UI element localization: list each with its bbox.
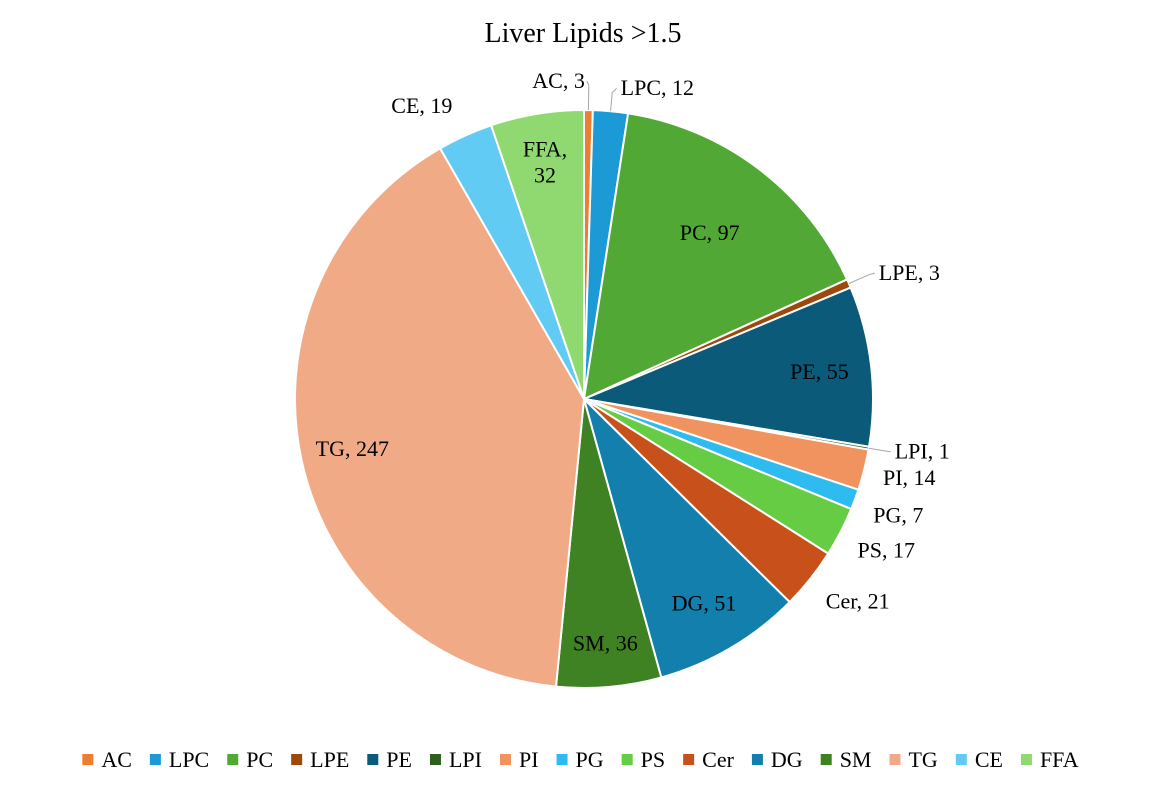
data-label-ffa: FFA, 32: [523, 136, 567, 187]
legend-item-cer: Cer: [683, 747, 735, 772]
legend-swatch: [820, 754, 832, 765]
legend-item-ac: AC: [82, 747, 132, 772]
data-label-lpi: LPI, 1: [895, 439, 950, 464]
legend-swatch: [556, 754, 568, 765]
data-label-cer: Cer, 21: [826, 589, 890, 614]
legend-swatch: [82, 754, 94, 765]
legend-item-ps: PS: [621, 747, 665, 772]
legend-label: CE: [975, 747, 1003, 772]
leader-line-lpi: [868, 447, 891, 453]
legend-label: PI: [519, 747, 539, 772]
legend-item-pi: PI: [499, 747, 539, 772]
legend-label: SM: [840, 747, 872, 772]
data-label-ps: PS, 17: [857, 537, 914, 562]
legend-item-sm: SM: [820, 747, 872, 772]
legend-swatch: [751, 754, 763, 765]
data-label-lpc: LPC, 12: [621, 75, 694, 100]
data-label-ac: AC, 3: [532, 68, 585, 93]
legend-label: LPI: [449, 747, 482, 772]
legend-item-lpe: LPE: [291, 747, 349, 772]
chart-title: Liver Lipids >1.5: [485, 18, 682, 49]
data-label-ce: CE, 19: [391, 93, 452, 118]
legend-swatch: [499, 754, 511, 765]
data-label-lpe: LPE, 3: [879, 260, 940, 285]
legend-swatch: [955, 754, 967, 765]
legend-item-pc: PC: [227, 747, 273, 772]
pie-slice-pe: [580, 286, 874, 448]
legend-label: LPC: [169, 747, 209, 772]
legend-label: Cer: [702, 747, 734, 772]
data-label-sm: SM, 36: [573, 631, 638, 656]
legend-label: PG: [576, 747, 604, 772]
data-label-pc: PC, 97: [680, 220, 740, 245]
legend-label: PC: [246, 747, 273, 772]
legend-swatch: [429, 754, 441, 765]
pie-slices: [294, 108, 874, 689]
legend-label: TG: [908, 747, 937, 772]
pie-slice-dg: [582, 395, 792, 679]
legend-label: PS: [641, 747, 665, 772]
legend-swatch: [227, 754, 239, 765]
pie-slice-ffa: [489, 108, 585, 400]
legend-swatch: [889, 754, 901, 765]
data-label-pi: PI, 14: [883, 465, 936, 490]
legend-swatch: [683, 754, 695, 765]
legend-swatch: [1020, 754, 1032, 765]
data-label-tg: TG, 247: [316, 436, 389, 461]
legend-item-ffa: FFA: [1020, 747, 1079, 772]
legend-item-pe: PE: [367, 747, 412, 772]
legend-label: LPE: [310, 747, 349, 772]
legend-item-dg: DG: [751, 747, 803, 772]
legend-item-ce: CE: [955, 747, 1003, 772]
legend-item-lpi: LPI: [429, 747, 482, 772]
leader-line-lpc: [610, 87, 618, 112]
data-labels: AC, 3 LPC, 12 PC, 97 LPE, 3 PE, 55 LPI, 1PI, …: [316, 68, 950, 656]
legend-label: FFA: [1040, 747, 1079, 772]
legend-item-lpc: LPC: [149, 747, 209, 772]
legend-swatch: [149, 754, 161, 765]
pie-slice-pc: [582, 112, 849, 401]
leader-line-lpe: [848, 272, 875, 284]
legend-swatch: [367, 754, 379, 765]
legend-label: PE: [386, 747, 412, 772]
data-label-pe: PE, 55: [790, 359, 849, 384]
legend-item-pg: PG: [556, 747, 604, 772]
data-label-dg: DG, 51: [672, 590, 737, 615]
legend-label: AC: [101, 747, 132, 772]
legend-item-tg: TG: [889, 747, 938, 772]
legend-swatch: [291, 754, 303, 765]
leader-lines: [586, 80, 891, 453]
data-label-pg: PG, 7: [873, 502, 923, 527]
legend: AC LPC PC LPE PE LPI PI PG PS Cer DG SM TG CE FFA: [82, 747, 1079, 772]
legend-label: DG: [771, 747, 803, 772]
legend-swatch: [621, 754, 633, 765]
leader-line-ac: [586, 80, 590, 111]
pie-slice-tg: [294, 146, 586, 688]
